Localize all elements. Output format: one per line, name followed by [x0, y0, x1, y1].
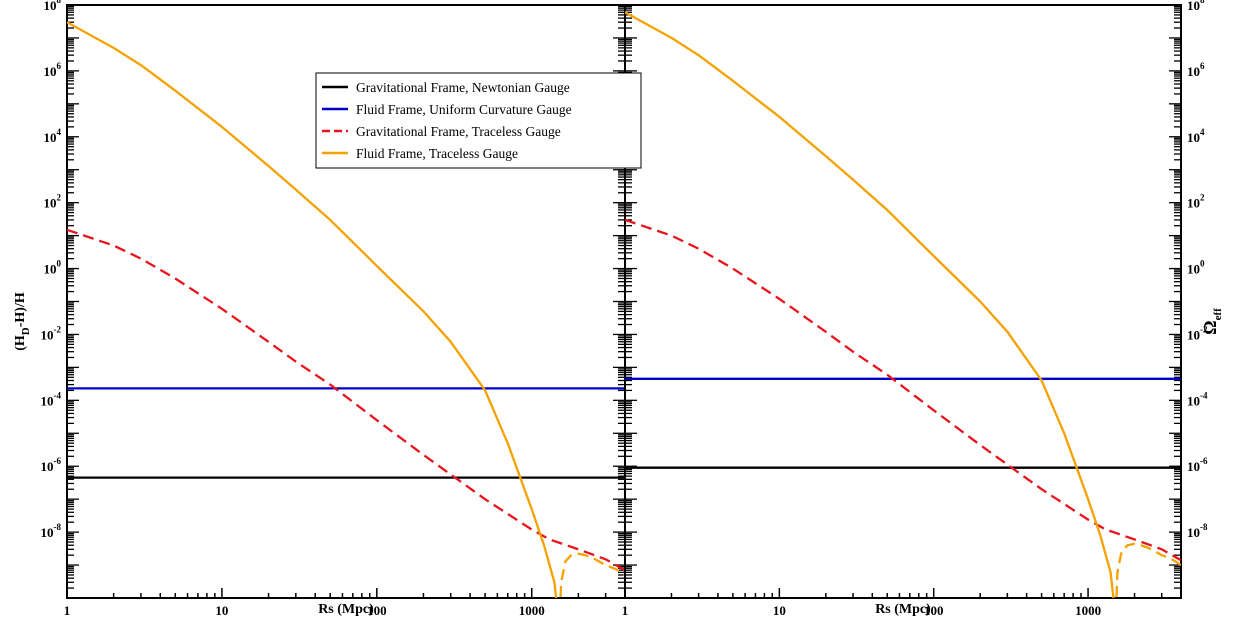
x-tick-label: 100 [367, 603, 387, 618]
y-tick-exponent: 6 [57, 61, 62, 71]
y-tick-label: 10-4 [1187, 390, 1208, 408]
y-axis-title: Ωeff [1200, 308, 1224, 335]
y-tick-exponent: -2 [54, 324, 62, 334]
y-tick-base: 10 [44, 64, 57, 79]
y-tick-label: 104 [1187, 127, 1205, 145]
legend-entry-label: Gravitational Frame, Newtonian Gauge [356, 80, 570, 95]
series-line-right-3 [625, 11, 1115, 598]
y-tick-base: 10 [1187, 262, 1200, 277]
y-tick-base: 10 [1187, 393, 1200, 408]
x-tick-label-text: 1 [622, 603, 629, 618]
y-tick-label: 108 [1187, 0, 1205, 13]
y-tick-exponent: -6 [1200, 456, 1208, 466]
legend: Gravitational Frame, Newtonian Gauge Flui… [315, 72, 642, 169]
y-tick-label: 10-6 [41, 456, 62, 474]
y-tick-base: 10 [1187, 64, 1200, 79]
y-tick-label: 102 [44, 193, 62, 211]
y-tick-label: 10-2 [41, 324, 62, 342]
x-tick-label: 1 [622, 603, 629, 618]
y-tick-exponent: 0 [57, 259, 62, 269]
y-tick-label: 10-2 [1187, 324, 1208, 342]
x-axis-title: Rs (Mpc) [875, 602, 931, 617]
x-tick-label: 1 [64, 603, 71, 618]
plot-frame-right [624, 4, 1182, 599]
series-line-right-4 [1115, 542, 1181, 598]
y-tick-exponent: 2 [57, 193, 62, 203]
x-tick-label-text: 100 [367, 603, 387, 618]
y-tick-exponent: 2 [1200, 193, 1205, 203]
x-tick-label-text: 1000 [519, 603, 545, 618]
y-tick-exponent: 4 [57, 127, 62, 137]
legend-entry-label: Fluid Frame, Uniform Curvature Gauge [356, 102, 572, 117]
x-tick-label: 10 [215, 603, 228, 618]
y-tick-label: 10-8 [1187, 522, 1208, 540]
y-axis-title-subscript: eff [1212, 308, 1224, 321]
y-tick-label: 100 [1187, 259, 1205, 277]
y-tick-base: 10 [1187, 130, 1200, 145]
y-tick-exponent: -8 [1200, 522, 1208, 532]
y-axis-title-base: (H [13, 335, 28, 351]
legend-entry-text: Fluid Frame, Uniform Curvature Gauge [356, 102, 572, 117]
y-tick-label: 10-8 [41, 522, 62, 540]
y-tick-label: 100 [44, 259, 62, 277]
y-tick-base: 10 [41, 327, 54, 342]
y-tick-exponent: -2 [1200, 324, 1208, 334]
series-line-left-2 [67, 228, 625, 572]
legend-box [315, 72, 642, 169]
x-axis-title-text: Rs (Mpc) [318, 602, 374, 617]
y-tick-base: 10 [41, 525, 54, 540]
legend-entry-text: Gravitational Frame, Newtonian Gauge [356, 80, 570, 95]
x-tick-label-text: 10 [215, 603, 228, 618]
y-tick-label: 108 [44, 0, 62, 13]
y-tick-base: 10 [1187, 525, 1200, 540]
y-tick-base: 10 [41, 459, 54, 474]
y-tick-base: 10 [1187, 459, 1200, 474]
x-tick-label: 100 [924, 603, 944, 618]
y-tick-label: 10-6 [1187, 456, 1208, 474]
y-tick-exponent: 4 [1200, 127, 1205, 137]
y-tick-exponent: -6 [54, 456, 62, 466]
y-tick-label: 106 [44, 61, 62, 79]
y-tick-label: 10-4 [41, 390, 62, 408]
y-tick-base: 10 [44, 262, 57, 277]
x-tick-label: 10 [773, 603, 786, 618]
y-tick-label: 104 [44, 127, 62, 145]
y-tick-base: 10 [1187, 196, 1200, 211]
y-axis-title: (HD-H)/H [13, 292, 32, 351]
y-tick-base: 10 [1187, 327, 1200, 342]
y-tick-exponent: -4 [1200, 390, 1208, 400]
y-axis-title-base: Ω [1200, 320, 1220, 334]
y-axis-title-subscript: D [20, 327, 32, 335]
x-tick-label-text: 10 [773, 603, 786, 618]
y-tick-base: 10 [1187, 0, 1200, 13]
y-tick-exponent: 8 [1200, 0, 1205, 5]
y-tick-label: 106 [1187, 61, 1205, 79]
x-tick-label: 1000 [519, 603, 545, 618]
x-tick-label-text: 100 [924, 603, 944, 618]
series-line-left-4 [559, 552, 625, 598]
legend-entry-text: Fluid Frame, Traceless Gauge [356, 146, 518, 161]
legend-entry-label: Fluid Frame, Traceless Gauge [356, 146, 518, 161]
series-line-right-2 [625, 218, 1181, 562]
legend-entry-text: Gravitational Frame, Traceless Gauge [356, 124, 561, 139]
y-tick-exponent: -4 [54, 390, 62, 400]
y-tick-base: 10 [44, 130, 57, 145]
y-tick-exponent: -8 [54, 522, 62, 532]
y-tick-base: 10 [44, 196, 57, 211]
x-tick-label: 1000 [1075, 603, 1101, 618]
x-tick-label-text: 1 [64, 603, 71, 618]
series-line-left-3 [67, 21, 558, 598]
y-tick-exponent: 8 [57, 0, 62, 5]
y-tick-exponent: 0 [1200, 259, 1205, 269]
x-axis-title: Rs (Mpc) [318, 602, 374, 617]
legend-entry-label: Gravitational Frame, Traceless Gauge [356, 124, 561, 139]
x-axis-title-text: Rs (Mpc) [875, 602, 931, 617]
y-tick-label: 102 [1187, 193, 1205, 211]
y-tick-base: 10 [41, 393, 54, 408]
y-tick-base: 10 [44, 0, 57, 13]
y-axis-title-rest: -H)/H [13, 292, 28, 327]
x-tick-label-text: 1000 [1075, 603, 1101, 618]
y-tick-exponent: 6 [1200, 61, 1205, 71]
